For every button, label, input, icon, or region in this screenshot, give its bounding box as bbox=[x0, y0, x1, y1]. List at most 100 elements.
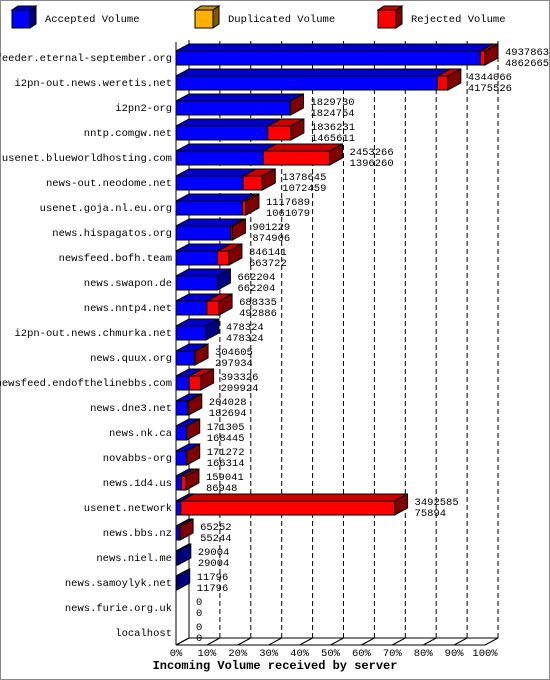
category-label: news.hispagatos.org bbox=[52, 228, 172, 240]
category-label: news.niel.me bbox=[96, 553, 172, 565]
bar bbox=[175, 443, 201, 466]
legend-swatch-side bbox=[212, 5, 220, 29]
accepted-label: 11796 bbox=[197, 583, 229, 595]
total-label: 4937863 bbox=[505, 47, 549, 59]
total-label: 1117689 bbox=[266, 197, 310, 209]
bar-front bbox=[242, 175, 263, 191]
total-label: 304605 bbox=[215, 347, 253, 359]
bar-side bbox=[484, 43, 499, 66]
bar-segment bbox=[175, 343, 208, 366]
accepted-label: 662204 bbox=[237, 283, 275, 295]
bar-front bbox=[180, 475, 187, 491]
bar-side bbox=[231, 218, 246, 241]
x-tick-label: 30% bbox=[259, 648, 279, 660]
bar bbox=[175, 43, 499, 66]
bar-front bbox=[175, 400, 188, 416]
total-label: 159041 bbox=[206, 472, 244, 484]
x-tick-label: 90% bbox=[445, 648, 465, 660]
legend-swatch-side bbox=[395, 5, 403, 29]
bar-segment bbox=[206, 293, 233, 316]
legend-swatch bbox=[377, 9, 397, 29]
category-label: nntp.comgw.net bbox=[84, 128, 172, 140]
bar-side bbox=[177, 543, 192, 566]
total-label: 393326 bbox=[221, 372, 259, 384]
x-tick-label: 70% bbox=[383, 648, 403, 660]
total-label: 0 bbox=[196, 622, 202, 634]
accepted-label: 4175526 bbox=[468, 83, 512, 95]
bar-front bbox=[175, 200, 243, 216]
accepted-label: 166314 bbox=[207, 458, 245, 470]
bar bbox=[175, 118, 305, 141]
category-label: i2pn-out.news.weretis.net bbox=[14, 78, 172, 90]
tick-mark bbox=[206, 637, 221, 646]
accepted-label: 182694 bbox=[209, 408, 247, 420]
total-label: 688335 bbox=[239, 297, 277, 309]
bar-top bbox=[180, 493, 408, 502]
tick-mark bbox=[453, 637, 468, 646]
bar-front bbox=[175, 300, 208, 316]
accepted-label: 492886 bbox=[239, 308, 277, 320]
category-label: news.nntp4.net bbox=[84, 303, 172, 315]
bar-side bbox=[228, 243, 243, 266]
bar-top bbox=[175, 118, 281, 127]
bar-side bbox=[176, 568, 191, 591]
bar bbox=[175, 143, 344, 166]
accepted-label: 663722 bbox=[249, 258, 287, 270]
bar-front bbox=[175, 50, 481, 66]
accepted-label: 4862665 bbox=[505, 58, 549, 70]
bar bbox=[175, 568, 191, 591]
bar-side bbox=[200, 368, 215, 391]
accepted-label: 29004 bbox=[198, 558, 230, 570]
bar-front bbox=[175, 325, 207, 341]
bar bbox=[175, 343, 209, 366]
total-label: 1378645 bbox=[282, 172, 326, 184]
bar-side bbox=[185, 468, 200, 491]
category-label: newsfeed.endofthelinebbs.com bbox=[0, 378, 172, 390]
bar-top bbox=[175, 68, 451, 77]
total-label: 171305 bbox=[207, 422, 245, 434]
bar-segment bbox=[180, 493, 408, 516]
bar-top bbox=[175, 93, 304, 102]
bar-front bbox=[180, 500, 396, 516]
x-tick-label: 0% bbox=[170, 648, 183, 660]
category-label: news.dne3.net bbox=[90, 403, 172, 415]
total-label: 1836231 bbox=[311, 122, 355, 134]
category-label: news.1d4.us bbox=[103, 478, 172, 490]
x-tick-label: 10% bbox=[197, 648, 217, 660]
bar-front bbox=[262, 150, 331, 166]
bar-front bbox=[175, 175, 244, 191]
total-label: 901229 bbox=[252, 222, 290, 234]
accepted-label: 1465611 bbox=[311, 133, 355, 145]
bar-front bbox=[267, 125, 292, 141]
legend-item: Duplicated Volume bbox=[193, 5, 335, 29]
tick-mark bbox=[268, 637, 282, 646]
total-label: 29004 bbox=[198, 547, 230, 559]
bar-front bbox=[175, 275, 218, 291]
accepted-label: 1072459 bbox=[282, 183, 326, 195]
bar-front bbox=[206, 300, 220, 316]
bar-segment bbox=[175, 143, 277, 166]
total-label: 478324 bbox=[226, 322, 264, 334]
bar bbox=[175, 493, 409, 516]
bar-side bbox=[290, 118, 305, 141]
bar-segment bbox=[175, 43, 494, 66]
bar bbox=[175, 393, 203, 416]
bar-front bbox=[175, 350, 196, 366]
category-label: i2pn2-org bbox=[115, 103, 172, 115]
bar-front bbox=[479, 50, 486, 66]
bar-segment bbox=[175, 93, 304, 116]
bar bbox=[175, 293, 233, 316]
accepted-label: 209924 bbox=[221, 383, 259, 395]
x-tick-label: 100% bbox=[472, 648, 498, 660]
bar bbox=[175, 543, 192, 566]
total-label: 4344066 bbox=[468, 72, 512, 84]
bar bbox=[175, 68, 462, 91]
tick-mark bbox=[299, 637, 313, 646]
bar-front bbox=[175, 250, 219, 266]
category-label: news.furie.org.uk bbox=[65, 603, 172, 615]
tick-mark bbox=[484, 637, 499, 646]
bar-front bbox=[175, 150, 264, 166]
bar-side bbox=[218, 293, 233, 316]
accepted-label: 0 bbox=[196, 608, 202, 620]
